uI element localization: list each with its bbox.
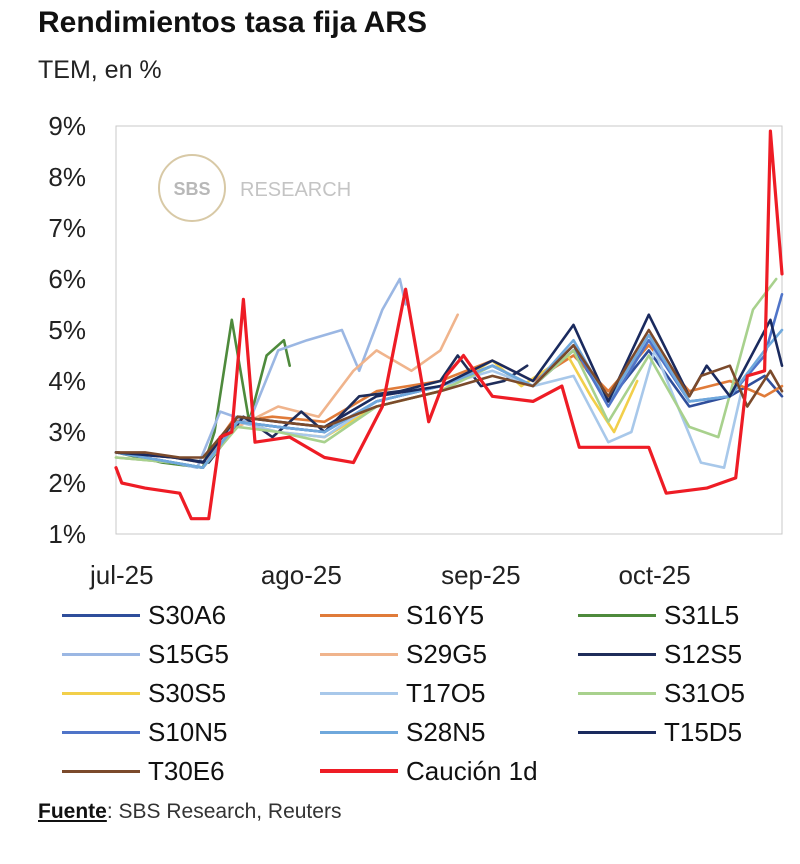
legend-label: S29G5 xyxy=(406,638,487,669)
y-tick-label: 1% xyxy=(48,519,86,549)
legend-label: S31O5 xyxy=(664,677,745,708)
series-line-cauci-n-1d xyxy=(114,129,784,521)
legend-label: S31L5 xyxy=(664,599,740,630)
source-text: : SBS Research, Reuters xyxy=(106,800,342,823)
legend-item: T30E6 xyxy=(62,754,225,788)
y-tick-label: 5% xyxy=(48,315,86,345)
watermark-text: RESEARCH xyxy=(240,179,351,201)
legend-label: Caución 1d xyxy=(406,755,538,786)
legend-swatch xyxy=(62,613,140,617)
series-line-s28n5 xyxy=(114,328,784,470)
x-tick-label: oct-25 xyxy=(618,560,690,590)
legend-swatch xyxy=(320,769,398,773)
legend-item: S31L5 xyxy=(578,598,739,632)
legend-label: S10N5 xyxy=(148,716,228,747)
y-tick-label: 8% xyxy=(48,162,86,192)
legend-item: S31O5 xyxy=(578,676,745,710)
legend-swatch xyxy=(320,652,398,656)
legend-item: Caución 1d xyxy=(320,754,538,788)
series-line-s31l5 xyxy=(114,318,292,470)
y-tick-label: 9% xyxy=(48,111,86,141)
legend-label: T30E6 xyxy=(148,755,225,786)
legend-swatch xyxy=(578,613,656,617)
legend-swatch xyxy=(578,691,656,695)
legend-swatch xyxy=(62,652,140,656)
legend-label: S28N5 xyxy=(406,716,486,747)
legend-swatch xyxy=(62,769,140,773)
legend-label: T15D5 xyxy=(664,716,743,747)
x-tick-label: ago-25 xyxy=(261,560,342,590)
legend-item: T17O5 xyxy=(320,676,486,710)
chart-title: Rendimientos tasa fija ARS xyxy=(38,6,427,39)
y-tick-label: 6% xyxy=(48,264,86,294)
legend-item: S10N5 xyxy=(62,715,228,749)
line-chart: SBS RESEARCH 1% 2% 3% 4% 5% 6% 7% 8% 9% jul-25 ag… xyxy=(48,111,784,590)
series-line-t30e6 xyxy=(114,328,784,459)
y-tick-label: 2% xyxy=(48,468,86,498)
legend-swatch xyxy=(62,691,140,695)
legend-item: S30A6 xyxy=(62,598,226,632)
legend-label: S15G5 xyxy=(148,638,229,669)
legend-swatch xyxy=(578,730,656,734)
legend-item: S28N5 xyxy=(320,715,486,749)
legend-label: S30A6 xyxy=(148,599,227,630)
legend-label: S16Y5 xyxy=(406,599,485,630)
series-line-s30s5 xyxy=(114,354,639,470)
sbs-research-watermark: SBS RESEARCH xyxy=(158,154,351,222)
legend-swatch xyxy=(320,613,398,617)
source-note: Fuente: SBS Research, Reuters xyxy=(38,800,341,824)
legend-item: S30S5 xyxy=(62,676,226,710)
legend-swatch xyxy=(320,730,398,734)
legend-label: S12S5 xyxy=(664,638,743,669)
chart-subtitle: TEM, en % xyxy=(38,56,162,84)
watermark-logo-text: SBS xyxy=(173,179,210,199)
legend-swatch xyxy=(62,730,140,734)
source-label: Fuente xyxy=(38,800,107,823)
y-tick-label: 4% xyxy=(48,366,86,396)
watermark-logo-ring xyxy=(158,154,226,222)
legend-item: S12S5 xyxy=(578,637,742,671)
legend-label: T17O5 xyxy=(406,677,486,708)
legend-item: T15D5 xyxy=(578,715,742,749)
y-tick-label: 7% xyxy=(48,213,86,243)
legend-item: S16Y5 xyxy=(320,598,484,632)
legend-swatch xyxy=(578,652,656,656)
legend-item: S15G5 xyxy=(62,637,229,671)
x-tick-label: sep-25 xyxy=(441,560,521,590)
legend-label: S30S5 xyxy=(148,677,227,708)
legend-swatch xyxy=(320,691,398,695)
legend-item: S29G5 xyxy=(320,637,487,671)
y-tick-label: 3% xyxy=(48,417,86,447)
x-tick-label: jul-25 xyxy=(89,560,154,590)
